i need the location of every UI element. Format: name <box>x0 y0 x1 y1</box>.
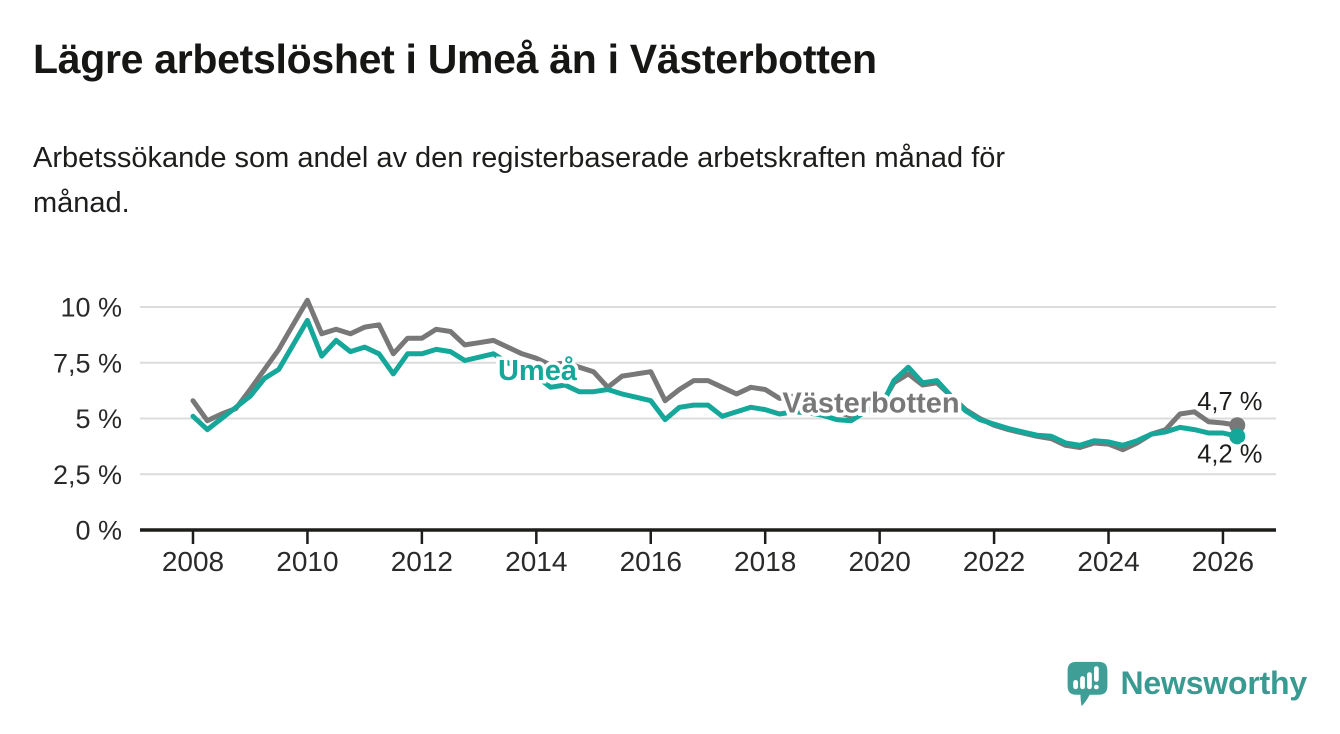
x-axis-tick-label: 2016 <box>620 546 682 577</box>
series-end-dot-västerbotten <box>1229 417 1246 434</box>
page-title: Lägre arbetslöshet i Umeå än i Västerbot… <box>33 36 877 82</box>
y-axis-tick-label: 10 % <box>60 293 122 323</box>
chart-subtitle: Arbetssökande som andel av den registerb… <box>33 136 1005 226</box>
series-label-västerbotten: Västerbotten <box>782 387 959 419</box>
end-value-label-västerbotten: 4,7 % <box>1197 388 1262 416</box>
subtitle-line-1: Arbetssökande som andel av den registerb… <box>33 142 1006 174</box>
x-axis-tick-label: 2020 <box>848 546 910 577</box>
unemployment-line-chart: 0 % 2,5 % 5 % 7,5 % 10 % 2008 2010 2012 2014 2016… <box>53 293 1276 577</box>
end-value-label-umeå: 4,2 % <box>1197 441 1262 469</box>
x-axis-tick-label: 2018 <box>734 546 796 577</box>
series-end-dot-umeå <box>1229 428 1246 445</box>
x-axis-tick-label: 2024 <box>1077 546 1139 577</box>
newsworthy-logo-icon <box>1067 661 1107 707</box>
x-axis-tick-label: 2008 <box>162 546 224 577</box>
newsworthy-branding: Newsworthy <box>1065 659 1308 708</box>
y-axis-tick-label: 2,5 % <box>53 460 122 490</box>
x-axis-tick-label: 2014 <box>505 546 567 577</box>
x-axis-tick-label: 2012 <box>391 546 453 577</box>
x-axis-tick-label: 2010 <box>276 546 338 577</box>
series-line-umeå <box>190 317 1240 448</box>
subtitle-line-2: månad. <box>33 187 130 219</box>
y-axis-tick-label: 7,5 % <box>53 348 122 378</box>
x-axis-tick-label: 2026 <box>1192 546 1254 577</box>
x-axis-tick-label: 2022 <box>963 546 1025 577</box>
y-axis-tick-label: 5 % <box>75 404 122 434</box>
newsworthy-logo-text: Newsworthy <box>1120 665 1308 701</box>
series-line-västerbotten <box>190 297 1240 453</box>
series-label-umeå: Umeå <box>498 355 578 387</box>
y-axis-tick-label: 0 % <box>75 516 122 546</box>
